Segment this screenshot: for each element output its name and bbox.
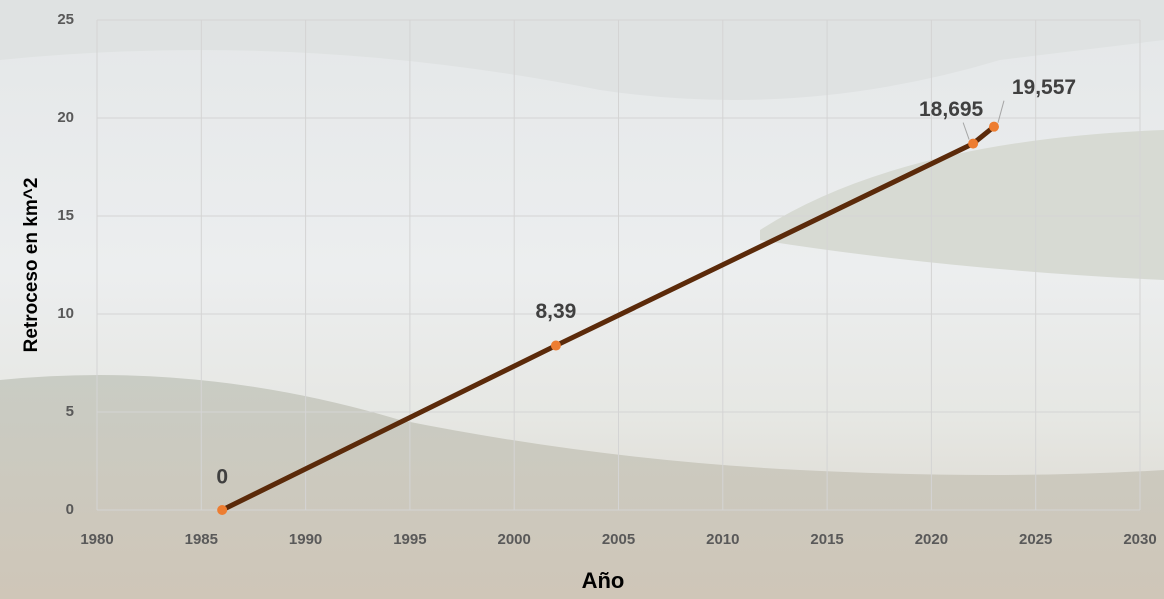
chart: 0510152025198019851990199520002005201020… [0, 0, 1164, 599]
data-label: 18,695 [919, 98, 984, 121]
y-tick-label: 10 [57, 305, 74, 322]
x-tick-label: 1995 [393, 531, 426, 548]
x-axis-title: Año [582, 568, 625, 593]
y-tick-label: 0 [66, 501, 74, 518]
y-tick-label: 5 [66, 403, 74, 420]
y-tick-label: 20 [57, 109, 74, 126]
y-tick-label: 15 [57, 207, 74, 224]
x-tick-label: 1980 [80, 531, 113, 548]
marker [217, 505, 227, 515]
x-tick-label: 1990 [289, 531, 322, 548]
data-label: 8,39 [535, 300, 576, 323]
x-tick-label: 2010 [706, 531, 739, 548]
y-tick-label: 25 [57, 11, 74, 28]
x-tick-label: 2020 [915, 531, 948, 548]
data-label: 19,557 [1012, 76, 1076, 99]
marker [968, 139, 978, 149]
x-tick-label: 2015 [810, 531, 843, 548]
x-tick-label: 2030 [1123, 531, 1156, 548]
marker [989, 122, 999, 132]
page: {"chart_data": {"type": "line", "x_label… [0, 0, 1164, 599]
x-tick-label: 2005 [602, 531, 635, 548]
x-tick-label: 2000 [498, 531, 531, 548]
x-tick-label: 1985 [185, 531, 218, 548]
x-tick-label: 2025 [1019, 531, 1052, 548]
marker [551, 341, 561, 351]
data-label: 0 [216, 466, 228, 489]
y-axis-title: Retroceso en km^2 [21, 178, 42, 353]
